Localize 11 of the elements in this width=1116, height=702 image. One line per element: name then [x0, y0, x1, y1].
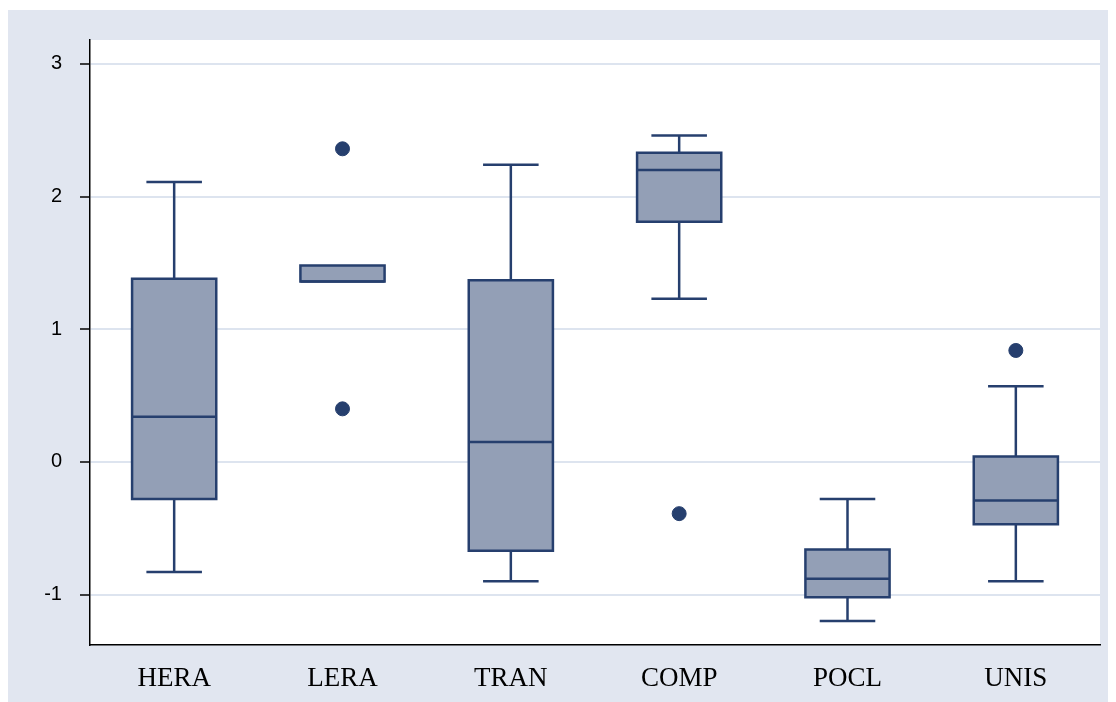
y-tick-label: 0	[50, 449, 62, 472]
x-tick-label: POCL	[812, 662, 883, 693]
x-tick-label: UNIS	[984, 662, 1048, 693]
x-tick-label: TRAN	[474, 662, 548, 693]
y-tick-label: 3	[50, 51, 62, 74]
x-tick-label: HERA	[137, 662, 212, 693]
y-tick-label: 2	[50, 184, 62, 207]
x-tick-label: LERA	[307, 662, 379, 693]
x-tick-label: COMP	[640, 662, 718, 693]
y-tick-label: 1	[50, 316, 62, 339]
y-tick-label: -1	[44, 582, 62, 605]
